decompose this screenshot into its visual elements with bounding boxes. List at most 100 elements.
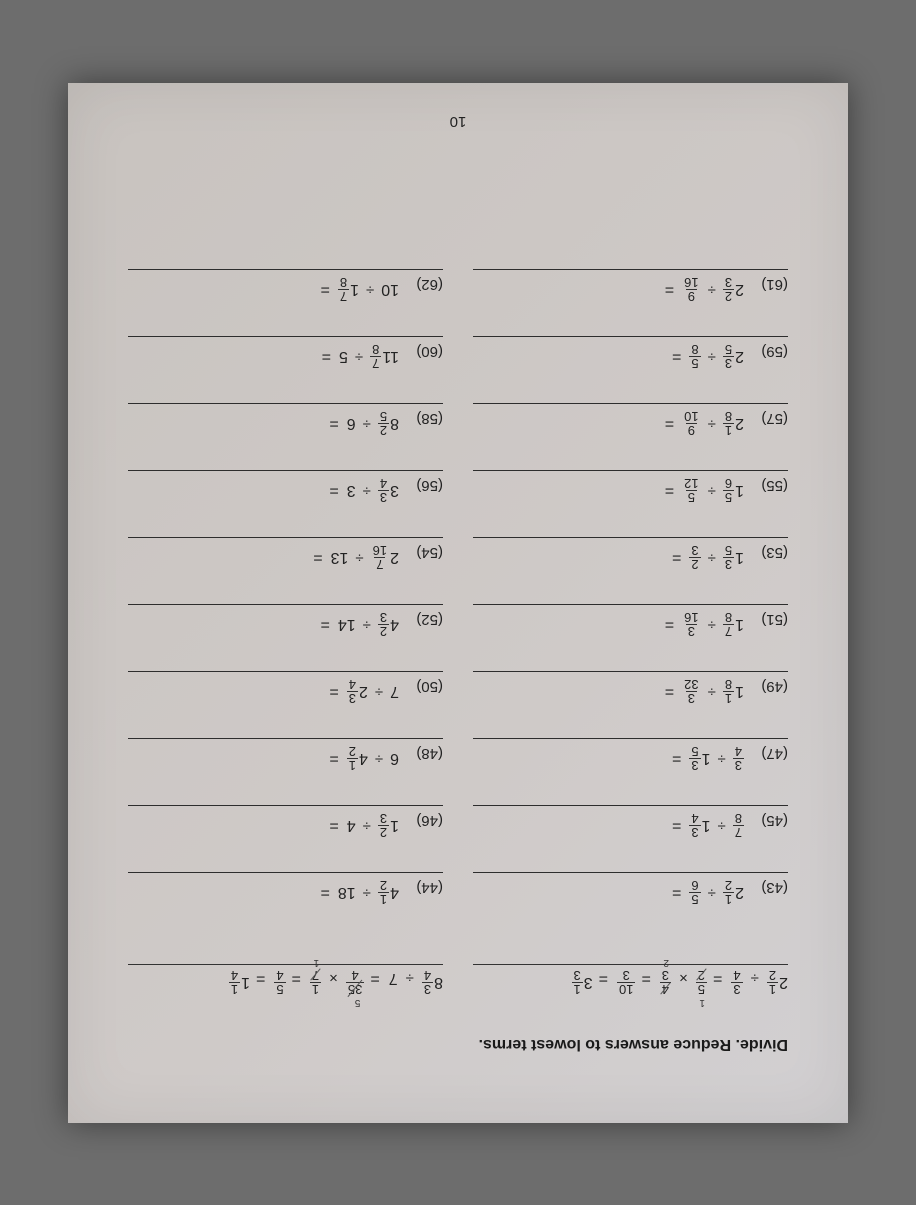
problem-expression: 135÷23= xyxy=(672,544,744,571)
problem-number: (49) xyxy=(752,678,788,695)
problem-expression: 423÷14= xyxy=(320,611,399,638)
page-number: 10 xyxy=(68,113,848,130)
problem-number: (47) xyxy=(752,745,788,762)
problem-expression: 156÷512= xyxy=(665,477,744,504)
problem-number: (61) xyxy=(752,276,788,293)
we1-sb-den: 3 xyxy=(660,969,671,982)
problem-57: (57) 218÷910= xyxy=(473,403,788,462)
equals-symbol: = xyxy=(713,969,722,987)
problem-55: (55)156÷512= xyxy=(473,470,788,529)
problem-expression: 10÷178= xyxy=(320,276,399,303)
problem-number: (48) xyxy=(407,745,443,762)
we2-sa-den: 4 xyxy=(350,969,361,982)
problem-53: (53) 135÷23= xyxy=(473,537,788,596)
problem-number: (45) xyxy=(752,812,788,829)
problem-58: (58) 825÷6= xyxy=(128,403,443,462)
instruction-text: Divide. Reduce answers to lowest terms. xyxy=(128,1035,788,1053)
worked-right-expression: 8 3 4 ÷ 7 = 35 4 5 xyxy=(128,969,443,1009)
problem-60: (60) 1178÷5= xyxy=(128,336,443,395)
we1-ann-top: 1 xyxy=(699,997,705,1008)
we1-den: 2 xyxy=(767,969,778,982)
problem-number: (52) xyxy=(407,611,443,628)
problem-number: (56) xyxy=(407,477,443,494)
times-symbol: × xyxy=(679,969,688,986)
scene: Divide. Reduce answers to lowest terms. … xyxy=(0,0,916,1205)
problem-44: (44) 412÷18= xyxy=(128,872,443,931)
problem-expression: 6÷412= xyxy=(329,745,399,772)
problem-43: (43)212÷56= xyxy=(473,872,788,931)
we1-whole: 2 xyxy=(779,974,788,990)
problem-expression: 218÷910= xyxy=(665,410,744,437)
problem-number: (57) xyxy=(752,410,788,427)
problem-number: (60) xyxy=(407,343,443,360)
we1-ann-bot: 2 xyxy=(663,957,669,968)
we2-mid-num: 5 xyxy=(274,982,285,996)
equals-symbol-5: = xyxy=(292,969,301,987)
equals-symbol-4: = xyxy=(370,969,379,987)
problem-62: (62)10÷178= xyxy=(128,269,443,328)
problem-expression: 825÷6= xyxy=(329,410,399,437)
we2-sa-num: 35 xyxy=(346,982,364,996)
we1-mid-num: 10 xyxy=(617,982,635,996)
we2-sb-num: 1 xyxy=(310,982,321,996)
problem-47: (47) 34÷135= xyxy=(473,738,788,797)
problem-number: (54) xyxy=(407,544,443,561)
we2-ans-num: 1 xyxy=(229,982,240,996)
worked-example-right: 8 3 4 ÷ 7 = 35 4 5 xyxy=(128,949,443,1009)
we1-mid-den: 3 xyxy=(621,969,632,982)
problem-50: (50)7÷234= xyxy=(128,671,443,730)
problem-number: (46) xyxy=(407,812,443,829)
problem-expression: 123÷4= xyxy=(329,812,399,839)
divide-symbol-2: ÷ xyxy=(406,969,414,986)
problem-expression: 212÷56= xyxy=(672,879,744,906)
problem-expression: 118÷332= xyxy=(665,678,744,705)
problem-expression: 1178÷5= xyxy=(322,343,399,370)
divide-symbol: ÷ xyxy=(751,969,759,986)
we1-num: 1 xyxy=(767,982,778,996)
worked-example-left: 2 1 2 ÷ 3 4 = 5 xyxy=(473,949,788,1009)
problem-expression: 7÷234= xyxy=(329,678,399,705)
problem-51: (51) 178÷316= xyxy=(473,604,788,663)
problem-number: (59) xyxy=(752,343,788,360)
problem-59: (59)235÷58= xyxy=(473,336,788,395)
worked-right-underline xyxy=(128,964,443,965)
problem-45: (45) 78÷134= xyxy=(473,805,788,864)
problem-number: (58) xyxy=(407,410,443,427)
problem-52: (52) 423÷14= xyxy=(128,604,443,663)
problem-expression: 412÷18= xyxy=(320,879,399,906)
problem-54: (54) 2716÷13= xyxy=(128,537,443,596)
we1-ans-num: 1 xyxy=(572,982,583,996)
worked-examples-row: 2 1 2 ÷ 3 4 = 5 xyxy=(128,949,788,1009)
problem-56: (56) 334÷3= xyxy=(128,470,443,529)
we1-sa-den: 2 xyxy=(696,969,707,982)
we1-div-den: 4 xyxy=(731,969,742,982)
we2-mid-den: 4 xyxy=(274,969,285,982)
equals-symbol-3: = xyxy=(599,969,608,987)
problem-expression: 2716÷13= xyxy=(313,544,399,571)
we1-sa-num: 5 xyxy=(696,982,707,996)
problem-expression: 223÷916= xyxy=(665,276,744,303)
worksheet-page: Divide. Reduce answers to lowest terms. … xyxy=(68,83,848,1123)
problem-expression: 34÷135= xyxy=(672,745,744,772)
we1-ans-den: 3 xyxy=(572,969,583,982)
times-symbol-2: × xyxy=(329,969,338,986)
worked-left-expression: 2 1 2 ÷ 3 4 = 5 xyxy=(473,969,788,1009)
we1-ans-whole: 3 xyxy=(584,974,593,990)
we2-ann-bot: 1 xyxy=(314,957,320,968)
problem-expression: 334÷3= xyxy=(329,477,399,504)
problem-expression: 178÷316= xyxy=(665,611,744,638)
problem-expression: 78÷134= xyxy=(672,812,744,839)
we1-sb-num: 4 xyxy=(660,982,671,996)
problem-48: (48) 6÷412= xyxy=(128,738,443,797)
we1-div-num: 3 xyxy=(731,982,742,996)
we2-whole: 8 xyxy=(434,974,443,990)
problem-number: (51) xyxy=(752,611,788,628)
problem-number: (53) xyxy=(752,544,788,561)
problem-46: (46) 123÷4= xyxy=(128,805,443,864)
we2-ans-den: 4 xyxy=(229,969,240,982)
problem-number: (44) xyxy=(407,879,443,896)
worked-left-underline xyxy=(473,964,788,965)
we2-divisor: 7 xyxy=(389,969,398,987)
problems-grid: (43)212÷56= (44) 412÷18= (45) 78÷134= (46) 123… xyxy=(128,269,788,931)
equals-symbol-6: = xyxy=(256,969,265,987)
